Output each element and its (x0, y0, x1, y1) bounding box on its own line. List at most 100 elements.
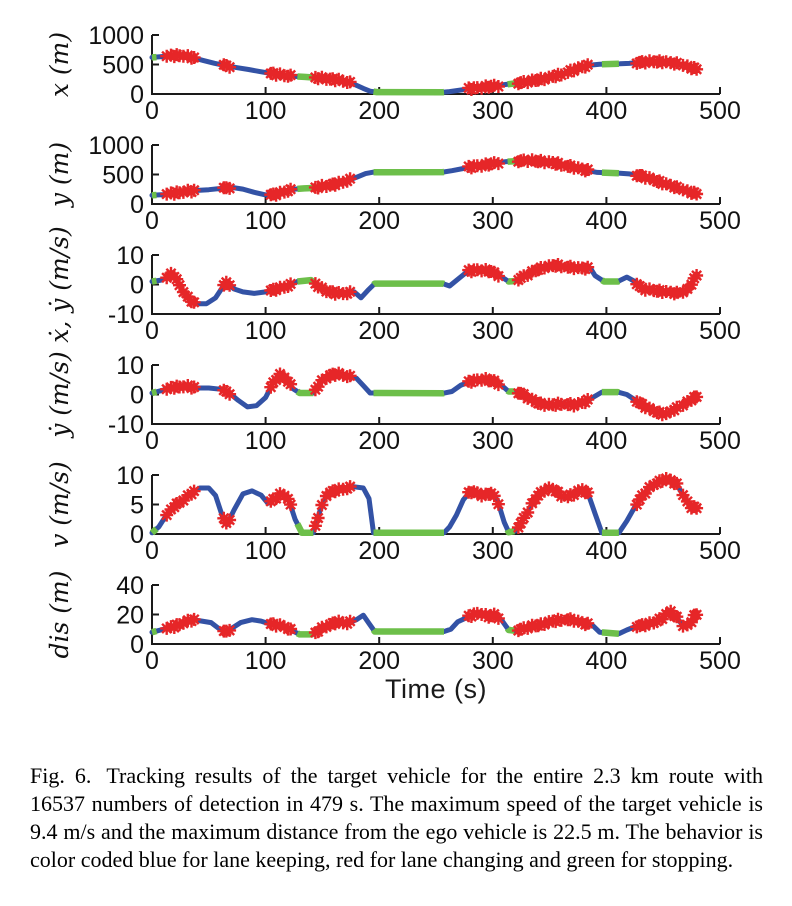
y-tick-label: 40 (116, 572, 144, 600)
y-tick-label: 0 (130, 81, 144, 109)
x-tick-label: 100 (245, 97, 287, 125)
lane-change-markers (160, 258, 704, 309)
y-tick-label: 500 (102, 162, 144, 190)
x-tick-label: 400 (586, 97, 628, 125)
x-tick-label: 0 (145, 427, 159, 455)
x-tick-label: 500 (699, 537, 741, 565)
x-tick-label: 200 (358, 647, 400, 675)
axis (151, 144, 721, 205)
line-stopping (601, 629, 620, 637)
x-tick-label: 500 (699, 207, 741, 235)
line-lane-keeping (149, 608, 698, 637)
line-stopping (151, 627, 158, 636)
x-tick-label: 400 (586, 537, 628, 565)
y-tick-label: 0 (130, 631, 144, 659)
x-tick-label: 200 (358, 537, 400, 565)
x-tick-label: 300 (472, 317, 514, 345)
y-axis-label: x (m) (45, 32, 74, 97)
x-tick-label: 200 (358, 207, 400, 235)
y-tick-label: -10 (108, 301, 144, 329)
x-tick-label: 0 (145, 97, 159, 125)
x-tick-label: 500 (699, 97, 741, 125)
line-lane-keeping (149, 371, 700, 418)
lane-change-markers (160, 153, 704, 202)
figure-caption: Fig. 6. Tracking results of the target ve… (30, 762, 763, 874)
x-tick-label: 0 (145, 537, 159, 565)
line-stopping (151, 388, 158, 397)
line-stopping (504, 527, 515, 536)
y-tick-label: 1000 (88, 22, 144, 50)
line-stopping (373, 88, 447, 96)
x-tick-label: 100 (245, 647, 287, 675)
x-tick-label: 300 (472, 537, 514, 565)
line-stopping (149, 526, 159, 536)
y-tick-label: 10 (116, 462, 144, 490)
line-stopping (371, 280, 447, 288)
x-tick-label: 500 (699, 427, 741, 455)
x-tick-label: 500 (699, 647, 741, 675)
x-tick-label: 100 (245, 537, 287, 565)
line-stopping (295, 388, 314, 397)
y-tick-label: 5 (130, 492, 144, 520)
line-stopping (601, 169, 620, 177)
x-tick-label: 300 (472, 97, 514, 125)
y-tick-label: -10 (108, 411, 144, 439)
y-tick-label: 20 (116, 602, 144, 630)
line-stopping (370, 627, 444, 635)
x-tick-label: 400 (586, 317, 628, 345)
line-stopping (600, 277, 622, 285)
axis (151, 584, 721, 645)
lane-change-markers (160, 472, 704, 534)
line-stopping (294, 522, 314, 537)
axis (151, 254, 721, 315)
line-lane-keeping (149, 157, 700, 198)
lane-change-markers (160, 366, 704, 422)
x-tick-label: 400 (586, 427, 628, 455)
y-tick-label: 10 (116, 352, 144, 380)
y-tick-label: 1000 (88, 132, 144, 160)
x-tick-label: 500 (699, 317, 741, 345)
y-tick-label: 0 (130, 272, 144, 300)
y-axis-label: ẋ, ẏ (m/s) (45, 226, 74, 343)
x-tick-label: 0 (145, 207, 159, 235)
x-tick-label: 200 (358, 317, 400, 345)
x-tick-label: 400 (586, 647, 628, 675)
x-tick-label: 300 (472, 647, 514, 675)
y-axis-label: v (m/s) (45, 461, 74, 548)
x-tick-label: 0 (145, 647, 159, 675)
figure-label: Fig. 6. (30, 763, 92, 788)
figure-caption-text: Tracking results of the target vehicle f… (30, 763, 763, 872)
x-axis-title: Time (s) (385, 674, 487, 704)
line-stopping (295, 630, 314, 638)
x-tick-label: 100 (245, 207, 287, 235)
y-tick-label: 0 (130, 191, 144, 219)
x-tick-label: 100 (245, 427, 287, 455)
x-tick-label: 100 (245, 317, 287, 345)
x-tick-label: 400 (586, 207, 628, 235)
line-stopping (151, 277, 157, 285)
line-stopping (505, 277, 515, 285)
y-tick-label: 500 (102, 52, 144, 80)
y-axis-label: dis (m) (45, 571, 74, 659)
y-tick-label: 10 (116, 242, 144, 270)
x-tick-label: 0 (145, 317, 159, 345)
y-axis-label: y (m) (45, 142, 74, 208)
y-tick-label: 0 (130, 382, 144, 410)
x-tick-label: 300 (472, 207, 514, 235)
y-axis-label: ẏ (m/s) (45, 351, 74, 439)
figure-plots: 0 100 200 300 400 500 0 500 1000 x (m) 0 100 200 300 4… (45, 22, 741, 676)
x-tick-label: 300 (472, 427, 514, 455)
